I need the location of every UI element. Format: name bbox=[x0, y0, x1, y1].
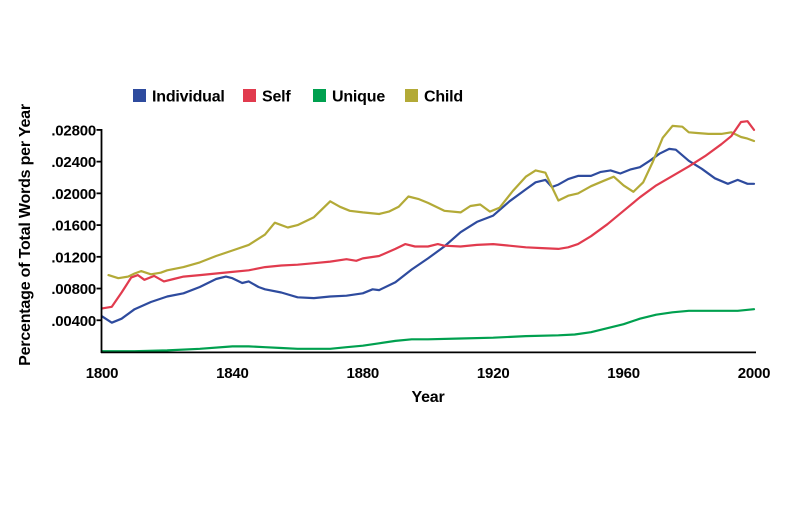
y-tick-label: .02000 bbox=[51, 186, 96, 203]
y-tick-label: .01600 bbox=[51, 218, 96, 235]
legend-item-self: Self bbox=[243, 89, 292, 106]
y-tick-label: .00800 bbox=[51, 281, 96, 298]
x-tick-label: 2000 bbox=[738, 365, 771, 382]
chart-axes bbox=[96, 128, 756, 354]
chart-legend: Individual Self Unique Child bbox=[133, 89, 463, 106]
legend-item-child: Child bbox=[405, 89, 463, 106]
legend-swatch-child bbox=[405, 89, 418, 102]
x-tick-label: 1920 bbox=[477, 365, 510, 382]
x-tick-label: 1960 bbox=[607, 365, 640, 382]
x-axis-title: Year bbox=[411, 389, 444, 406]
x-tick-label: 1880 bbox=[347, 365, 380, 382]
x-tick-label: 1800 bbox=[86, 365, 119, 382]
series-line-child bbox=[107, 124, 756, 280]
legend-item-individual: Individual bbox=[133, 89, 225, 106]
legend-label-unique: Unique bbox=[332, 89, 385, 106]
x-tick-label: 1840 bbox=[216, 365, 249, 382]
legend-label-self: Self bbox=[262, 89, 291, 106]
series-line-unique bbox=[100, 308, 756, 353]
y-tick-label: .00400 bbox=[51, 313, 96, 330]
y-tick-label: .02800 bbox=[51, 122, 96, 139]
y-tick-label: .01200 bbox=[51, 249, 96, 266]
series-line-self bbox=[100, 120, 756, 310]
series-lines bbox=[100, 120, 756, 353]
legend-swatch-self bbox=[243, 89, 256, 102]
series-line-individual bbox=[100, 147, 756, 324]
legend-swatch-individual bbox=[133, 89, 146, 102]
y-tick-label: .02400 bbox=[51, 154, 96, 171]
y-axis-title: Percentage of Total Words per Year bbox=[17, 104, 34, 366]
legend-item-unique: Unique bbox=[313, 89, 386, 106]
axis-tick-labels: .00400 .00800 .01200 .01600 .02000 .02400 .028… bbox=[51, 122, 770, 382]
legend-label-individual: Individual bbox=[152, 89, 225, 106]
legend-swatch-unique bbox=[313, 89, 326, 102]
legend-label-child: Child bbox=[424, 89, 463, 106]
